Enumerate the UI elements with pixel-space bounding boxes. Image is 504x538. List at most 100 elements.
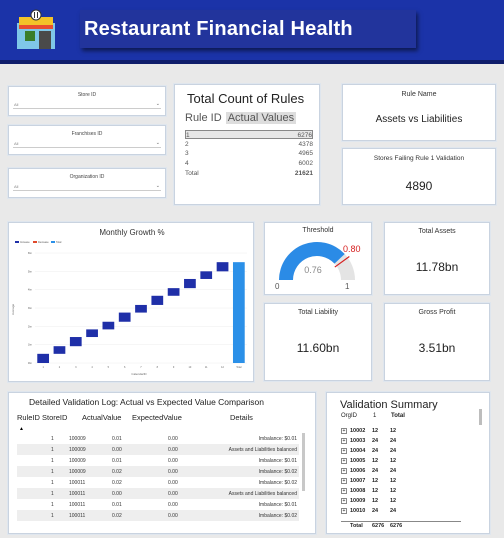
slicer-label: Franchises ID (71, 131, 103, 137)
bar-month-8[interactable] (151, 295, 164, 305)
table-row[interactable]: 1 100009 0.01 0.00 Imbalance: $0.01 (17, 455, 299, 466)
col-expectedvalue[interactable]: ExpectedValue (132, 413, 182, 422)
list-item[interactable]: +10008 12 12 (341, 487, 461, 497)
gross-profit-value: 3.51bn (418, 341, 456, 355)
cell-total: 12 (390, 458, 397, 464)
table-row[interactable]: 1 100009 0.01 0.00 Imbalance: $0.01 (17, 433, 299, 444)
organization-id-dropdown[interactable]: All ⌄ (13, 183, 161, 191)
bar-month-10[interactable] (184, 278, 196, 289)
col-details[interactable]: Details (230, 413, 253, 422)
cell-ruleid: 1 (51, 513, 54, 519)
list-item[interactable]: +10009 12 12 (341, 497, 461, 507)
bar-month-6[interactable] (118, 312, 131, 322)
x-axis-label: CalendarID (131, 372, 147, 376)
franchises-id-dropdown[interactable]: All ⌄ (13, 140, 161, 148)
expand-icon[interactable]: + (341, 458, 347, 464)
chevron-down-icon: ⌄ (155, 101, 160, 107)
cell-orgid: 10008 (350, 488, 366, 494)
bar-month-5[interactable] (102, 321, 115, 330)
franchises-id-slicer[interactable]: Franchises ID All ⌄ (8, 125, 166, 155)
cell-total: 24 (390, 438, 397, 444)
sort-asc-icon[interactable]: ▲ (19, 426, 24, 432)
cell-actualvalue: 0.00 (112, 447, 122, 453)
cell-expectedvalue: 0.00 (168, 447, 178, 453)
table-row[interactable]: 1 100009 0.00 0.00 Assets and Liabilities ba… (17, 444, 299, 455)
list-item[interactable]: +10002 12 12 (341, 427, 461, 437)
cell-orgid: 10007 (350, 478, 366, 484)
list-item[interactable]: +10007 12 12 (341, 477, 461, 487)
organization-id-slicer[interactable]: Organization ID All ⌄ (8, 168, 166, 198)
list-item[interactable]: +10010 24 24 (341, 507, 461, 517)
legend-total-label: Total (56, 241, 62, 244)
table-row[interactable]: 1 100011 0.00 0.00 Assets and Liabilities ba… (17, 488, 299, 499)
table-row[interactable]: 1 100011 0.02 0.00 Imbalance: $0.02 (17, 477, 299, 488)
x-tick-label: 2 (59, 366, 61, 369)
expand-icon[interactable]: + (341, 438, 347, 444)
store-id-dropdown[interactable]: All ⌄ (13, 101, 161, 109)
col-ruleid[interactable]: RuleID (17, 413, 40, 422)
expand-icon[interactable]: + (341, 468, 347, 474)
cell-ruleid: 1 (51, 447, 54, 453)
cell-actualvalue: 0.01 (112, 436, 122, 442)
table-row[interactable]: 1 100011 0.01 0.00 Imbalance: $0.01 (17, 499, 299, 510)
table-row[interactable]: 2 4378 (185, 141, 313, 148)
expand-icon[interactable]: + (341, 498, 347, 504)
list-item[interactable]: +10006 24 24 (341, 467, 461, 477)
monthly-growth-chart: Monthly Growth % Increase Decrease Total… (8, 222, 254, 382)
cell-expectedvalue: 0.00 (168, 469, 178, 475)
bar-month-9[interactable] (167, 288, 180, 296)
cell-orgid: 10005 (350, 458, 366, 464)
cell-storeid: 100011 (69, 491, 86, 497)
table-row[interactable]: 3 4965 (185, 150, 313, 157)
cell-actualvalue: 0.02 (112, 513, 122, 519)
cell-details: Imbalance: $0.01 (258, 458, 297, 464)
x-tick-label: 11 (205, 366, 208, 369)
bar-month-1[interactable] (37, 353, 50, 363)
expand-icon[interactable]: + (341, 478, 347, 484)
expand-icon[interactable]: + (341, 448, 347, 454)
col-storeid[interactable]: StoreID (42, 413, 68, 422)
cell-expectedvalue: 0.00 (168, 502, 178, 508)
stores-failing-label: Stores Failing Rule 1 Validation (373, 155, 465, 162)
x-tick-label: 8 (157, 366, 159, 369)
threshold-label: Threshold (302, 227, 334, 234)
y-tick-label: 6bn (28, 252, 33, 255)
bar-total[interactable] (232, 262, 245, 363)
gross-profit-card: Gross Profit 3.51bn (384, 303, 490, 381)
bar-month-11[interactable] (200, 271, 213, 279)
cell-ruleid: 1 (51, 502, 54, 508)
table-row[interactable]: 1 100009 0.02 0.00 Imbalance: $0.02 (17, 466, 299, 477)
x-tick-label: 5 (108, 366, 110, 369)
store-id-slicer[interactable]: Store ID All ⌄ (8, 86, 166, 116)
bar-month-3[interactable] (69, 337, 82, 347)
gauge-target-line (334, 256, 350, 268)
vertical-scrollbar[interactable] (302, 433, 305, 491)
table-row[interactable]: 4 6002 (185, 160, 313, 167)
bar-month-7[interactable] (135, 304, 147, 313)
summary-total-row: Total 6276 6276 (341, 521, 461, 531)
col-actualvalue[interactable]: ActualValue (82, 413, 122, 422)
table-row[interactable]: 1 100011 0.02 0.00 Imbalance: $0.02 (17, 510, 299, 521)
table-row[interactable]: 1 6276 (185, 130, 313, 139)
cell-storeid: 100011 (69, 513, 86, 519)
list-item[interactable]: +10004 24 24 (341, 447, 461, 457)
restaurant-store-icon (17, 9, 55, 49)
vertical-scrollbar[interactable] (479, 409, 482, 425)
expand-icon[interactable]: + (341, 428, 347, 434)
y-tick-label: 5bn (28, 270, 33, 273)
legend-increase-label: Increase (20, 241, 30, 244)
expand-icon[interactable]: + (341, 508, 347, 514)
cell-expectedvalue: 0.00 (168, 458, 178, 464)
bar-month-12[interactable] (216, 262, 229, 272)
bar-month-2[interactable] (53, 346, 66, 354)
threshold-gauge: 0.80 0.76 0 1 (275, 242, 361, 291)
cell-rule-1: 12 (372, 428, 379, 434)
list-item[interactable]: +10005 12 12 (341, 457, 461, 467)
gauge-min: 0 (275, 282, 280, 291)
cell-actualvalue: 0.02 (112, 469, 122, 475)
x-tick-label: 1 (42, 366, 44, 369)
bar-month-4[interactable] (86, 329, 98, 338)
cell-details: Imbalance: $0.02 (258, 480, 297, 486)
list-item[interactable]: +10003 24 24 (341, 437, 461, 447)
expand-icon[interactable]: + (341, 488, 347, 494)
